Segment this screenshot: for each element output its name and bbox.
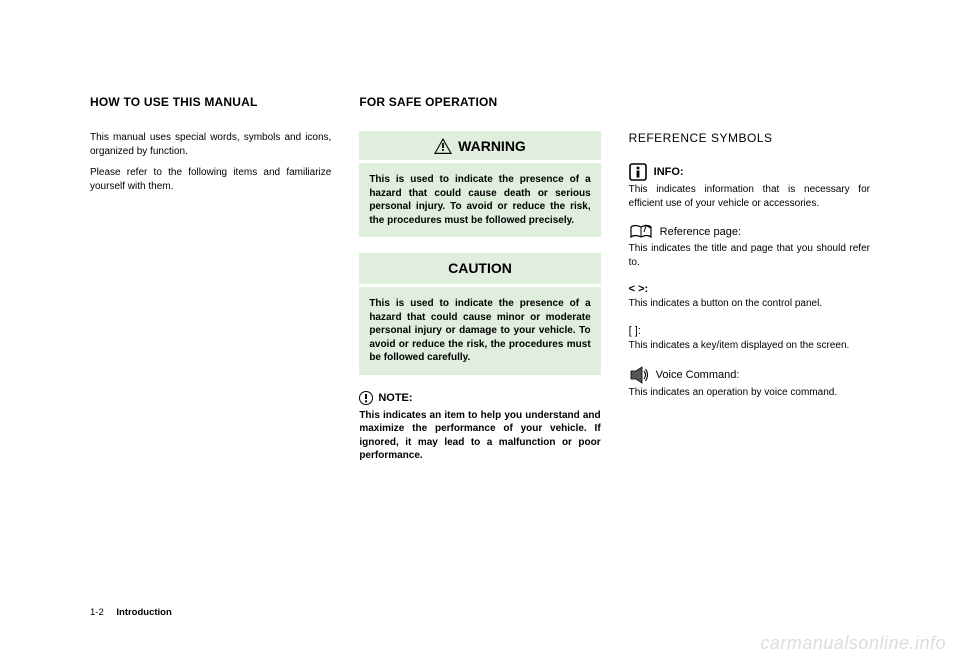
warning-body: This is used to indicate the presence of…	[359, 163, 600, 237]
refpage-row: Reference page:	[629, 224, 870, 240]
heading-safe-operation: FOR SAFE OPERATION	[359, 95, 600, 109]
caution-text: This is used to indicate the presence of…	[369, 297, 590, 365]
chapter-title: Introduction	[116, 607, 171, 618]
note-header: NOTE:	[359, 391, 600, 405]
anglebracket-title: < >:	[629, 283, 870, 295]
info-text: This indicates information that is neces…	[629, 183, 870, 210]
text-intro-1: This manual uses special words, symbols …	[90, 131, 331, 158]
anglebracket-block: < >: This indicates a button on the cont…	[629, 283, 870, 311]
squarebracket-text: This indicates a key/item displayed on t…	[629, 339, 870, 353]
heading-how-to-use: HOW TO USE THIS MANUAL	[90, 95, 331, 109]
voice-command-icon	[629, 366, 649, 384]
page-footer: 1-2 Introduction	[90, 607, 172, 618]
warning-text: This is used to indicate the presence of…	[369, 173, 590, 227]
reference-page-icon	[629, 224, 653, 240]
anglebracket-text: This indicates a button on the control p…	[629, 297, 870, 311]
heading-reference-symbols: REFERENCE SYMBOLS	[629, 131, 870, 145]
column-middle: FOR SAFE OPERATION WARNING This is used …	[359, 95, 600, 471]
refpage-title: Reference page:	[660, 226, 741, 238]
info-title: INFO:	[654, 166, 684, 178]
caution-header: CAUTION	[359, 253, 600, 284]
info-block: INFO: This indicates information that is…	[629, 163, 870, 210]
info-row: INFO:	[629, 163, 870, 181]
caution-body: This is used to indicate the presence of…	[359, 287, 600, 375]
three-column-layout: HOW TO USE THIS MANUAL This manual uses …	[90, 95, 870, 471]
column-right: . REFERENCE SYMBOLS INFO: This indicates…	[629, 95, 870, 471]
refpage-block: Reference page: This indicates the title…	[629, 224, 870, 269]
note-title: NOTE:	[378, 392, 412, 404]
caution-title: CAUTION	[448, 260, 512, 276]
refpage-text: This indicates the title and page that y…	[629, 242, 870, 269]
warning-triangle-icon	[434, 138, 452, 154]
voice-block: Voice Command: This indicates an operati…	[629, 366, 870, 400]
manual-page: HOW TO USE THIS MANUAL This manual uses …	[0, 0, 960, 664]
voice-text: This indicates an operation by voice com…	[629, 386, 870, 400]
voice-title: Voice Command:	[656, 369, 740, 381]
squarebracket-block: [ ]: This indicates a key/item displayed…	[629, 325, 870, 353]
voice-row: Voice Command:	[629, 366, 870, 384]
warning-title: WARNING	[458, 138, 526, 154]
text-intro-2: Please refer to the following items and …	[90, 166, 331, 193]
warning-header: WARNING	[359, 131, 600, 160]
note-exclaim-icon	[359, 391, 373, 405]
squarebracket-title: [ ]:	[629, 325, 870, 337]
note-text: This indicates an item to help you under…	[359, 409, 600, 463]
watermark: carmanualsonline.info	[760, 633, 946, 654]
column-left: HOW TO USE THIS MANUAL This manual uses …	[90, 95, 331, 471]
info-icon	[629, 163, 647, 181]
page-number: 1-2	[90, 607, 104, 618]
